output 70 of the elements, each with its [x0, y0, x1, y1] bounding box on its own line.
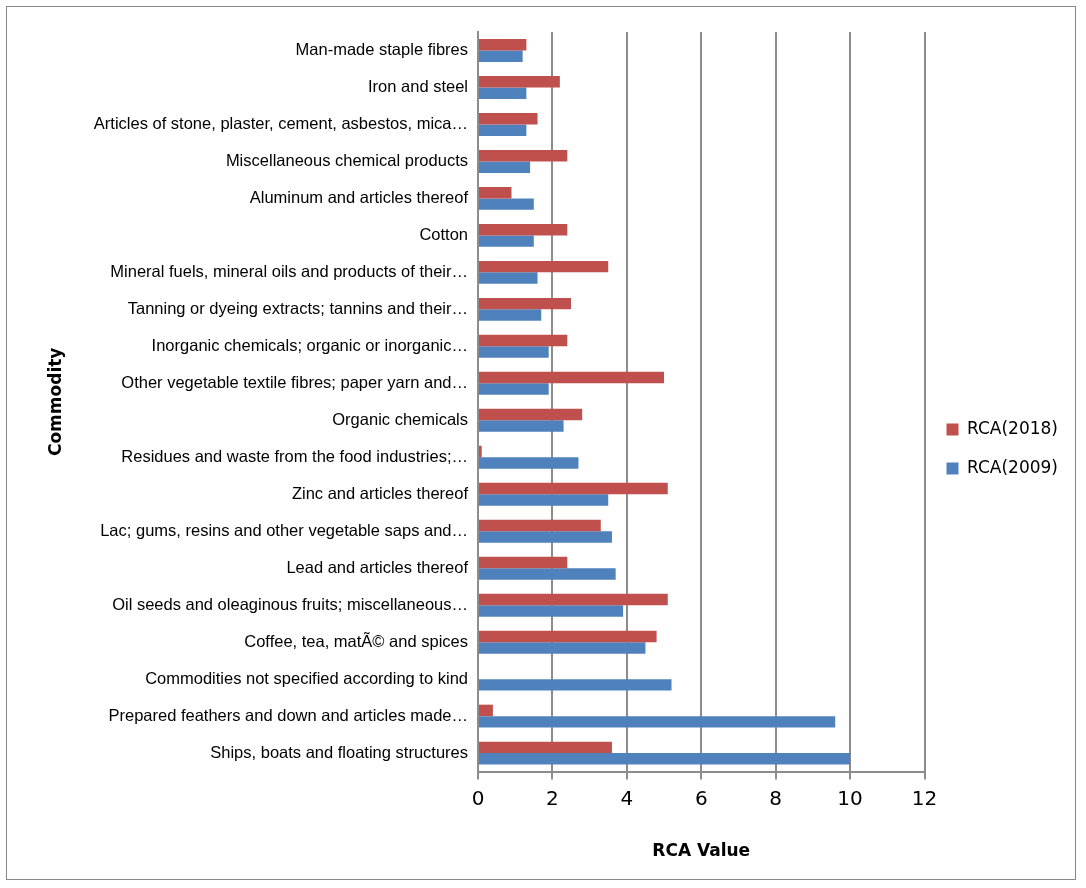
y-tick-label: Aluminum and articles thereof [249, 187, 469, 206]
bar [479, 556, 568, 569]
x-tick-label: 4 [620, 785, 634, 810]
bar [479, 39, 527, 51]
bar [479, 383, 549, 395]
bar [479, 309, 542, 321]
y-tick-label: Zinc and articles thereof [291, 483, 469, 502]
y-tick-label: Mineral fuels, mineral oils and products of their… [110, 261, 468, 280]
bar [479, 346, 549, 358]
bar [479, 482, 668, 495]
bar [479, 50, 523, 62]
bar [479, 272, 538, 284]
y-tick-label: Other vegetable textile fibres; paper yarn and… [121, 372, 468, 391]
bar [479, 568, 616, 580]
bar [479, 445, 482, 458]
bar [479, 260, 609, 273]
y-tick-label: Residues and waste from the food industries;… [121, 446, 468, 465]
y-tick-label: Miscellaneous chemical products [225, 150, 468, 169]
bar [479, 716, 836, 728]
bar [479, 642, 646, 654]
x-tick-label: 2 [546, 785, 559, 810]
y-tick-label: Cotton [419, 224, 468, 243]
y-tick-label: Lac; gums, resins and other vegetable saps and… [100, 520, 468, 539]
bar [479, 223, 568, 236]
bar [479, 494, 609, 506]
bar [479, 420, 564, 432]
bar [479, 235, 534, 247]
y-tick-label: Oil seeds and oleaginous fruits; miscellaneous… [112, 594, 468, 613]
bar [479, 149, 568, 162]
bar [479, 297, 572, 310]
bar [479, 334, 568, 347]
x-tick-label: 8 [769, 785, 783, 810]
bar [479, 87, 527, 99]
x-tick-label: 10 [837, 785, 863, 810]
legend-label: RCA(2009) [967, 456, 1059, 477]
y-tick-label: Lead and articles thereof [286, 557, 469, 576]
bar [479, 593, 668, 606]
bar [479, 630, 657, 643]
y-axis-title: Commodity [44, 347, 65, 457]
bar [479, 112, 538, 125]
y-tick-label: Man-made staple fibres [295, 40, 468, 59]
bar [479, 457, 579, 469]
y-tick-label: Prepared feathers and down and articles made… [108, 705, 468, 724]
y-tick-label: Organic chemicals [332, 409, 468, 428]
bar [479, 161, 531, 173]
bar [479, 519, 601, 532]
x-tick-label: 12 [911, 785, 938, 810]
y-tick-label: Inorganic chemicals; organic or inorganic… [151, 335, 468, 354]
bar [479, 753, 851, 765]
y-tick-label: Articles of stone, plaster, cement, asbestos, mica… [93, 114, 468, 132]
bar [479, 605, 624, 617]
bar [479, 531, 612, 543]
y-tick-label: Coffee, tea, matÃ© and spices [244, 630, 468, 650]
x-axis-title: RCA Value [652, 840, 751, 861]
bar [479, 741, 612, 754]
x-tick-label: 0 [471, 785, 485, 810]
y-tick-label: Tanning or dyeing extracts; tannins and their… [127, 298, 468, 317]
x-tick-label: 6 [694, 785, 708, 810]
legend-label: RCA(2018) [967, 417, 1059, 438]
bar [479, 371, 665, 384]
y-tick-label: Commodities not specified according to kind [145, 668, 468, 687]
y-tick-label: Ships, boats and floating structures [210, 742, 468, 761]
bar [479, 408, 583, 421]
bar [479, 76, 560, 88]
bar [479, 198, 534, 210]
bar [479, 679, 672, 691]
bar [479, 186, 512, 199]
y-tick-label: Iron and steel [368, 77, 468, 96]
bar [479, 704, 493, 717]
bar [479, 124, 527, 136]
